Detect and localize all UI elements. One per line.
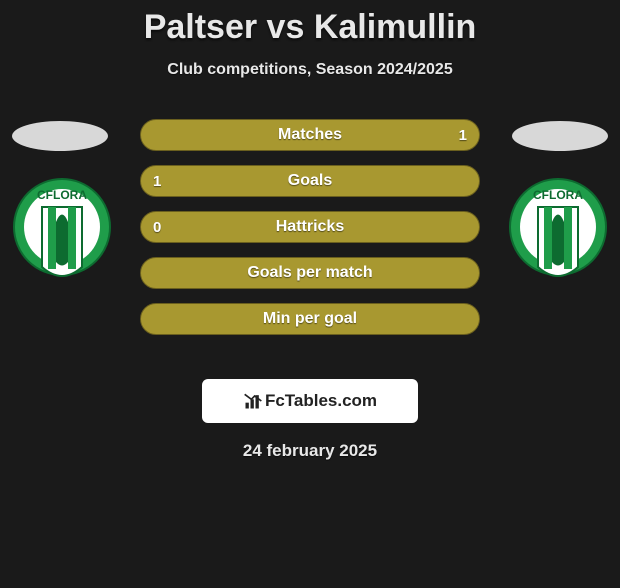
fctables-logo[interactable]: FcTables.com bbox=[202, 379, 418, 423]
crest-text: CFLORA bbox=[37, 188, 87, 202]
stat-right-value: 1 bbox=[459, 127, 467, 144]
date-label: 24 february 2025 bbox=[0, 441, 620, 461]
stat-bars: Matches 1 1 Goals 0 Hattricks Goals per … bbox=[140, 119, 480, 349]
stat-bar-hattricks: 0 Hattricks bbox=[140, 211, 480, 243]
stat-label: Hattricks bbox=[276, 218, 344, 236]
club-crest-right: CFLORA bbox=[508, 177, 608, 287]
stat-label: Matches bbox=[278, 126, 342, 144]
player-slot-left bbox=[12, 121, 108, 151]
stat-label: Min per goal bbox=[263, 310, 357, 328]
stat-left-value: 0 bbox=[153, 219, 161, 236]
page-title: Paltser vs Kalimullin bbox=[0, 8, 620, 47]
stat-label: Goals bbox=[288, 172, 332, 190]
stat-bar-goals-per-match: Goals per match bbox=[140, 257, 480, 289]
stat-left-value: 1 bbox=[153, 173, 161, 190]
crest-text: CFLORA bbox=[533, 188, 583, 202]
stat-bar-goals: 1 Goals bbox=[140, 165, 480, 197]
bar-chart-icon bbox=[243, 391, 263, 411]
stat-bar-min-per-goal: Min per goal bbox=[140, 303, 480, 335]
logo-text: FcTables.com bbox=[265, 391, 377, 411]
player-slot-right bbox=[512, 121, 608, 151]
club-crest-left: CFLORA bbox=[12, 177, 112, 287]
comparison-stage: CFLORA CFLORA Matches 1 1 Goals 0 Hattri… bbox=[0, 107, 620, 367]
stat-bar-matches: Matches 1 bbox=[140, 119, 480, 151]
subtitle: Club competitions, Season 2024/2025 bbox=[0, 61, 620, 79]
stat-label: Goals per match bbox=[247, 264, 372, 282]
